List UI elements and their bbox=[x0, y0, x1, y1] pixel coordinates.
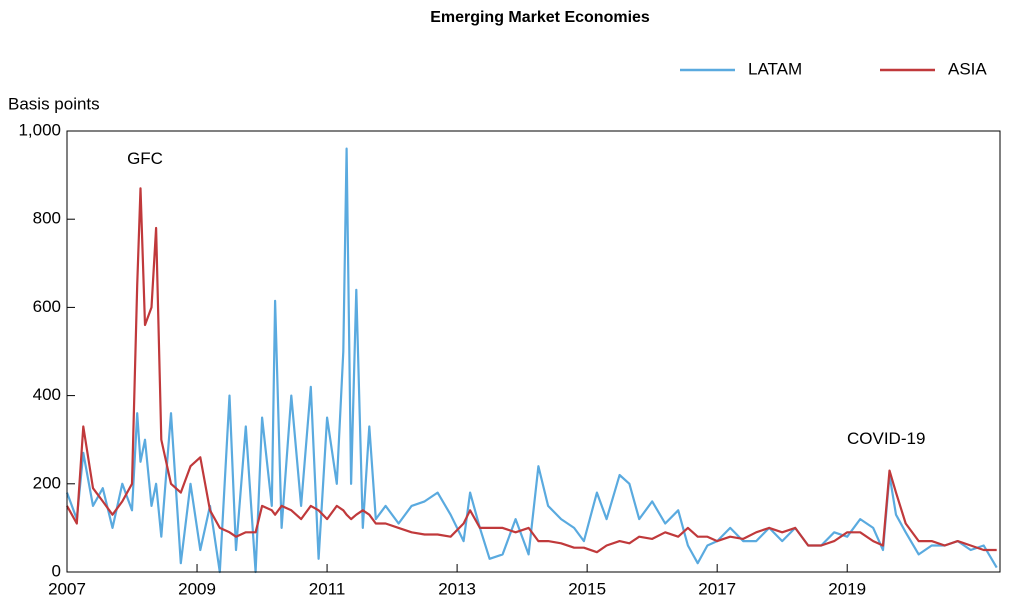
annotation: COVID-19 bbox=[847, 429, 925, 448]
y-tick-label: 400 bbox=[33, 385, 61, 404]
y-tick-label: 0 bbox=[52, 561, 61, 580]
legend-label: ASIA bbox=[948, 59, 987, 78]
x-tick-label: 2009 bbox=[178, 579, 216, 598]
x-tick-label: 2011 bbox=[309, 579, 346, 598]
legend-label: LATAM bbox=[748, 59, 802, 78]
y-axis-label: Basis points bbox=[8, 94, 100, 113]
y-tick-label: 800 bbox=[33, 209, 61, 228]
x-tick-label: 2017 bbox=[698, 579, 736, 598]
annotation: GFC bbox=[127, 149, 163, 168]
chart-title: Emerging Market Economies bbox=[430, 9, 650, 26]
x-tick-label: 2019 bbox=[828, 579, 866, 598]
y-tick-label: 600 bbox=[33, 297, 61, 316]
y-tick-label: 200 bbox=[33, 473, 61, 492]
plot-frame bbox=[66, 130, 1001, 573]
series-line bbox=[66, 187, 997, 554]
x-tick-label: 2007 bbox=[48, 579, 86, 598]
x-tick-label: 2015 bbox=[568, 579, 606, 598]
y-tick-label: 1,000 bbox=[18, 120, 61, 139]
x-tick-label: 2013 bbox=[438, 579, 476, 598]
series-line bbox=[65, 147, 998, 574]
